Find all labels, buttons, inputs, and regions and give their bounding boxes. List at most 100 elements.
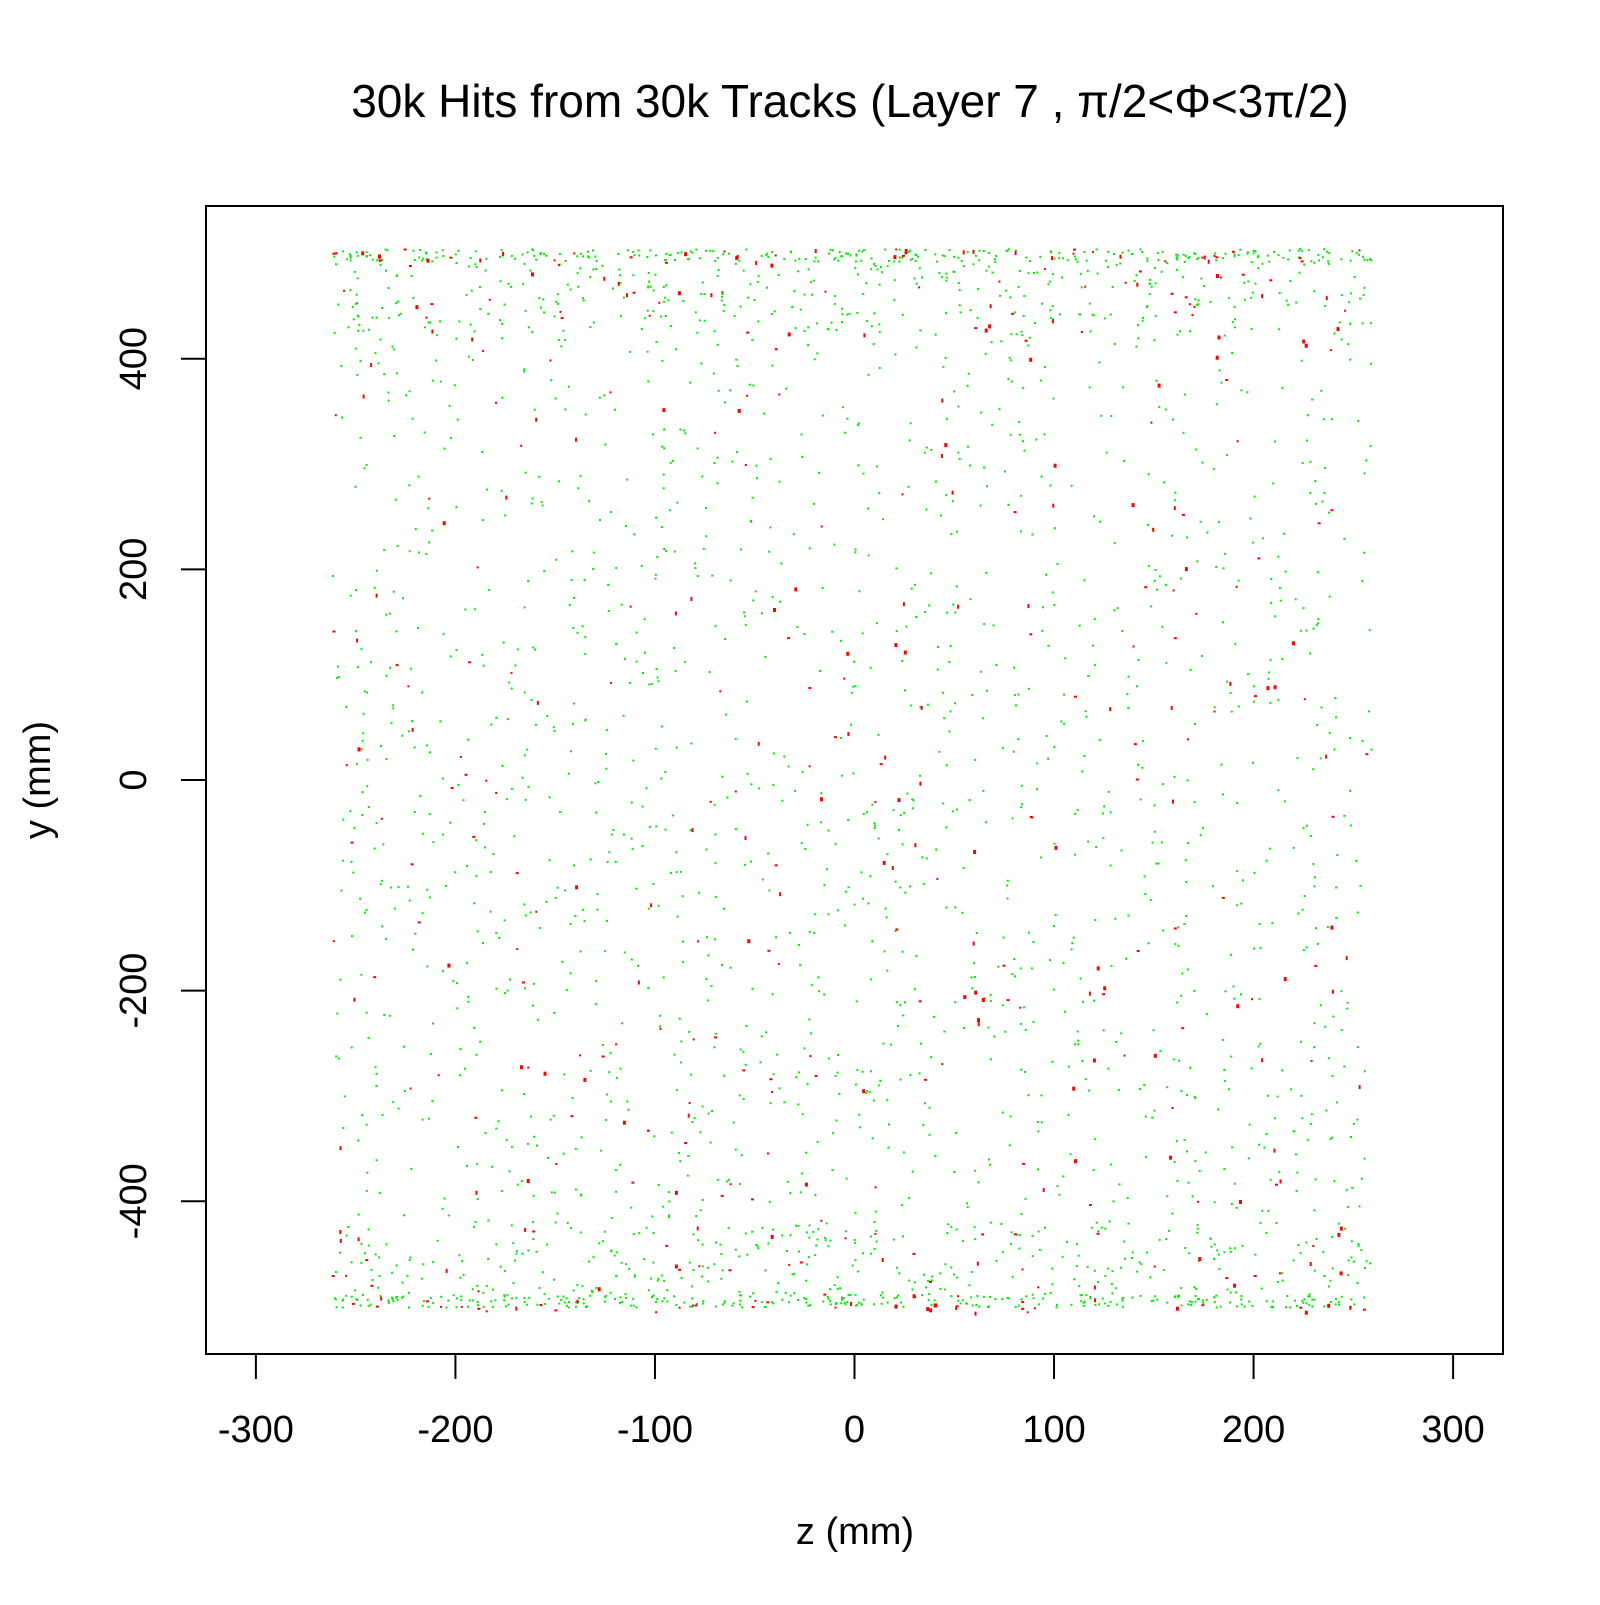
hit-point-green [1268, 671, 1271, 674]
hit-point-red [919, 781, 922, 786]
hit-point-green [1335, 716, 1337, 719]
hit-point-red [988, 324, 992, 329]
hit-point-green [1355, 859, 1358, 862]
hit-point-green [1158, 575, 1161, 578]
hit-point-red [415, 305, 419, 310]
hit-point-green [688, 1261, 691, 1264]
hit-point-green [924, 248, 927, 251]
hit-point-green [1302, 607, 1305, 610]
hit-point-green [619, 274, 621, 277]
hit-point-green [473, 608, 476, 611]
hit-point-green [1137, 337, 1140, 340]
hit-point-green [841, 1297, 844, 1300]
hit-point-green [675, 1089, 678, 1091]
hit-point-green [834, 843, 837, 846]
hit-point-green [1022, 387, 1025, 390]
hit-point-green [878, 331, 881, 334]
hit-point-green [492, 1288, 495, 1291]
hit-point-green [510, 787, 513, 790]
hit-point-green [1253, 495, 1256, 498]
hit-point-green [714, 833, 717, 836]
hit-point-green [619, 1067, 622, 1070]
hit-point-green [751, 987, 754, 990]
hit-point-green [610, 833, 613, 836]
hit-point-green [1051, 273, 1054, 276]
hit-point-green [957, 256, 960, 259]
hit-point-green [354, 1289, 357, 1292]
hit-point-green [1141, 766, 1144, 769]
hit-point-green [842, 406, 845, 409]
hit-point-green [378, 257, 381, 260]
hit-point-red [1195, 612, 1198, 615]
hit-point-green [563, 1073, 566, 1076]
hit-point-green [1252, 685, 1255, 688]
x-tick-label: 100 [1022, 1409, 1085, 1451]
hit-point-green [1053, 604, 1056, 606]
hit-point-green [500, 1089, 503, 1092]
hit-point-green [542, 298, 545, 301]
hit-point-green [520, 1180, 523, 1183]
hit-point-green [664, 550, 667, 552]
hit-point-green [739, 1299, 742, 1302]
hit-point-green [503, 303, 506, 306]
hit-point-green [705, 848, 708, 851]
hit-point-red [787, 332, 791, 337]
hit-point-red [526, 1179, 530, 1183]
hit-point-green [569, 750, 572, 753]
hit-point-green [510, 1224, 513, 1227]
hit-point-green [1077, 1254, 1080, 1257]
hit-point-green [619, 1163, 622, 1166]
hit-point-green [549, 1118, 552, 1121]
hit-point-green [510, 1297, 513, 1300]
hit-point-red [714, 1036, 718, 1039]
hit-point-green [439, 380, 442, 383]
hit-point-red [674, 1264, 678, 1269]
hit-point-green [1110, 1283, 1113, 1286]
hit-point-green [1143, 1084, 1146, 1086]
hit-point-red [1181, 513, 1185, 516]
hit-point-red [615, 1043, 618, 1046]
x-tick-label: -200 [417, 1409, 493, 1451]
hit-point-green [505, 1139, 508, 1142]
hit-point-green [635, 660, 638, 663]
hit-point-green [391, 1298, 394, 1301]
hit-point-green [589, 326, 592, 329]
hit-point-green [592, 1256, 595, 1259]
hit-point-green [400, 1296, 403, 1299]
hit-point-green [1351, 250, 1354, 253]
hit-point-green [857, 464, 860, 467]
hit-point-green [428, 1117, 431, 1120]
hit-point-red [408, 265, 412, 267]
hit-point-green [854, 685, 857, 688]
hit-point-green [353, 270, 356, 273]
hit-point-green [538, 1286, 541, 1289]
hit-point-green [667, 1191, 670, 1194]
hit-point-red [1011, 312, 1015, 315]
hit-point-green [673, 647, 676, 649]
hit-point-green [383, 373, 386, 376]
hit-point-green [1216, 1249, 1219, 1252]
hit-point-green [968, 799, 971, 802]
hit-point-green [1328, 252, 1331, 254]
hit-point-green [827, 1298, 830, 1301]
hit-point-green [904, 1001, 906, 1004]
hit-point-green [1151, 1116, 1154, 1119]
hit-point-red [691, 828, 694, 833]
hit-point-green [745, 1025, 748, 1027]
hit-point-green [572, 722, 574, 725]
hit-point-green [1107, 1067, 1110, 1070]
hit-point-green [862, 472, 865, 475]
hit-point-green [869, 1070, 872, 1073]
hit-point-green [1053, 745, 1056, 748]
hit-point-red [1273, 1148, 1276, 1153]
hit-point-green [1330, 418, 1333, 421]
hit-point-green [1041, 629, 1044, 632]
hit-point-green [374, 352, 377, 355]
hit-point-red [332, 630, 336, 633]
hit-point-green [347, 1226, 350, 1228]
hit-point-green [955, 530, 958, 533]
hit-point-green [487, 1257, 490, 1260]
hit-point-green [1292, 846, 1295, 849]
hit-point-green [943, 1288, 946, 1291]
hit-point-green [1360, 1249, 1363, 1252]
